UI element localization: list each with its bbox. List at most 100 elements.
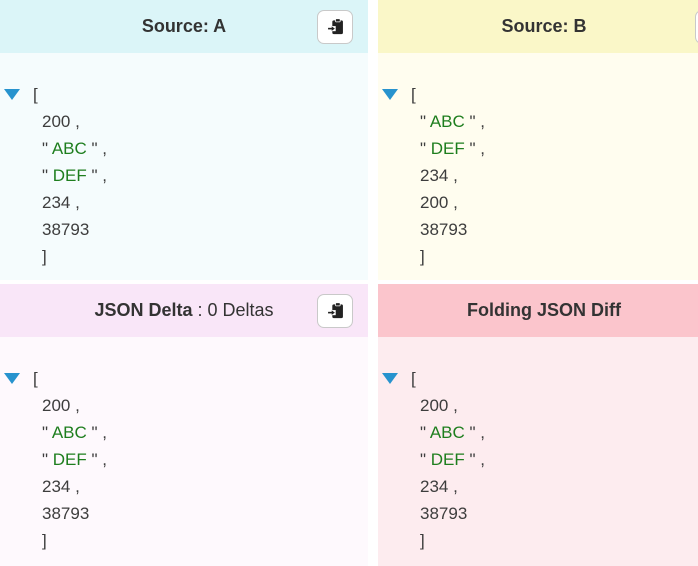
json-view-folding-diff: [200 , " ABC " , " DEF " , 234 , 38793]	[378, 337, 698, 566]
clipboard-paste-icon	[327, 302, 344, 319]
json-token: 38793	[42, 504, 90, 523]
json-line: 200 ,	[378, 189, 698, 216]
json-token: [	[411, 85, 416, 104]
json-token: 38793	[420, 220, 468, 239]
json-token: " ,	[464, 450, 485, 469]
json-token: " ,	[86, 450, 107, 469]
json-line: 200 ,	[0, 392, 368, 419]
json-line: " DEF " ,	[378, 135, 698, 162]
json-token: 200 ,	[420, 396, 458, 415]
paste-from-clipboard-button[interactable]	[317, 9, 353, 44]
json-token: [	[33, 85, 38, 104]
json-line: 234 ,	[378, 162, 698, 189]
json-line: ]	[0, 243, 368, 270]
json-token: ]	[42, 247, 47, 266]
delta-count-label: : 0 Deltas	[192, 300, 274, 320]
panel-title-text: JSON Delta	[94, 300, 193, 320]
json-token: "	[42, 139, 52, 158]
json-token: " ,	[464, 112, 486, 131]
json-token: " ,	[464, 139, 485, 158]
json-line: 234 ,	[0, 473, 368, 500]
json-view-delta: [200 , " ABC " , " DEF " , 234 , 38793]	[0, 337, 368, 566]
panel-title: Source: B	[501, 16, 586, 37]
json-token: "	[42, 450, 53, 469]
json-string-value: ABC	[429, 423, 465, 442]
json-token: 200 ,	[42, 112, 80, 131]
json-token: ]	[420, 247, 425, 266]
json-view-source-b: [" ABC " , " DEF " , 234 , 200 , 38793]	[378, 53, 698, 280]
panel-title-text: Source: A	[141, 16, 227, 36]
json-token: "	[420, 450, 431, 469]
fold-toggle-icon[interactable]	[382, 373, 398, 384]
json-token: ]	[420, 531, 425, 550]
json-token: " ,	[464, 423, 486, 442]
json-line: ]	[378, 527, 698, 554]
json-line: 38793	[0, 500, 368, 527]
panel-header-folding-diff: Folding JSON Diff	[378, 284, 698, 337]
json-token: "	[42, 166, 53, 185]
json-view-source-a: [200 , " ABC " , " DEF " , 234 , 38793]	[0, 53, 368, 280]
json-token: 200 ,	[42, 396, 80, 415]
json-token: 38793	[42, 220, 90, 239]
panel-json-delta: JSON Delta : 0 Deltas [200 , " ABC " , " D…	[0, 284, 368, 566]
paste-from-clipboard-button[interactable]	[317, 293, 353, 328]
json-token: 200 ,	[420, 193, 458, 212]
json-string-value: DEF	[430, 450, 465, 469]
panel-source-a: Source: A [200 , " ABC " , " DEF " , 234 ,3…	[0, 0, 368, 280]
fold-toggle-icon[interactable]	[4, 89, 20, 100]
json-string-value: DEF	[52, 166, 87, 185]
json-token: " ,	[86, 139, 108, 158]
json-line: [	[0, 81, 368, 108]
json-line: ]	[0, 527, 368, 554]
json-line: [	[378, 365, 698, 392]
json-line: 38793	[378, 216, 698, 243]
json-token: " ,	[86, 166, 107, 185]
panel-title: JSON Delta : 0 Deltas	[94, 300, 273, 321]
json-token: "	[420, 139, 431, 158]
clipboard-paste-icon	[327, 18, 344, 35]
panel-title-text: Source: B	[501, 16, 587, 36]
json-line: 38793	[0, 216, 368, 243]
json-token: [	[33, 369, 38, 388]
fold-toggle-icon[interactable]	[4, 373, 20, 384]
json-line: " ABC " ,	[0, 419, 368, 446]
json-line: " DEF " ,	[378, 446, 698, 473]
json-token: 38793	[420, 504, 468, 523]
json-token: "	[420, 423, 430, 442]
json-line: 234 ,	[378, 473, 698, 500]
json-line: " ABC " ,	[378, 108, 698, 135]
json-token: ]	[42, 531, 47, 550]
json-token: [	[411, 369, 416, 388]
json-token: "	[420, 112, 430, 131]
panel-source-b: Source: B [" ABC " , " DEF " , 234 , 200 ,3…	[378, 0, 698, 280]
fold-toggle-icon[interactable]	[382, 89, 398, 100]
json-token: 234 ,	[420, 166, 458, 185]
json-line: [	[0, 365, 368, 392]
json-string-value: DEF	[430, 139, 465, 158]
json-line: " DEF " ,	[0, 162, 368, 189]
json-line: 234 ,	[0, 189, 368, 216]
json-string-value: ABC	[429, 112, 465, 131]
json-token: 234 ,	[42, 193, 80, 212]
panel-title: Folding JSON Diff	[467, 300, 621, 321]
json-line: " ABC " ,	[0, 135, 368, 162]
json-line: [	[378, 81, 698, 108]
panel-title-text: Folding JSON Diff	[467, 300, 621, 320]
json-line: 38793	[378, 500, 698, 527]
panel-header-source-b: Source: B	[378, 0, 698, 53]
json-line: 200 ,	[0, 108, 368, 135]
json-line: " ABC " ,	[378, 419, 698, 446]
json-token: "	[42, 423, 52, 442]
json-line: 200 ,	[378, 392, 698, 419]
panel-folding-diff: Folding JSON Diff [200 , " ABC " , " DEF "…	[378, 284, 698, 566]
panel-title: Source: A	[142, 16, 226, 37]
json-line: ]	[378, 243, 698, 270]
json-string-value: DEF	[52, 450, 87, 469]
json-string-value: ABC	[51, 139, 87, 158]
json-line: " DEF " ,	[0, 446, 368, 473]
json-string-value: ABC	[51, 423, 87, 442]
panel-header-source-a: Source: A	[0, 0, 368, 53]
json-token: " ,	[86, 423, 108, 442]
